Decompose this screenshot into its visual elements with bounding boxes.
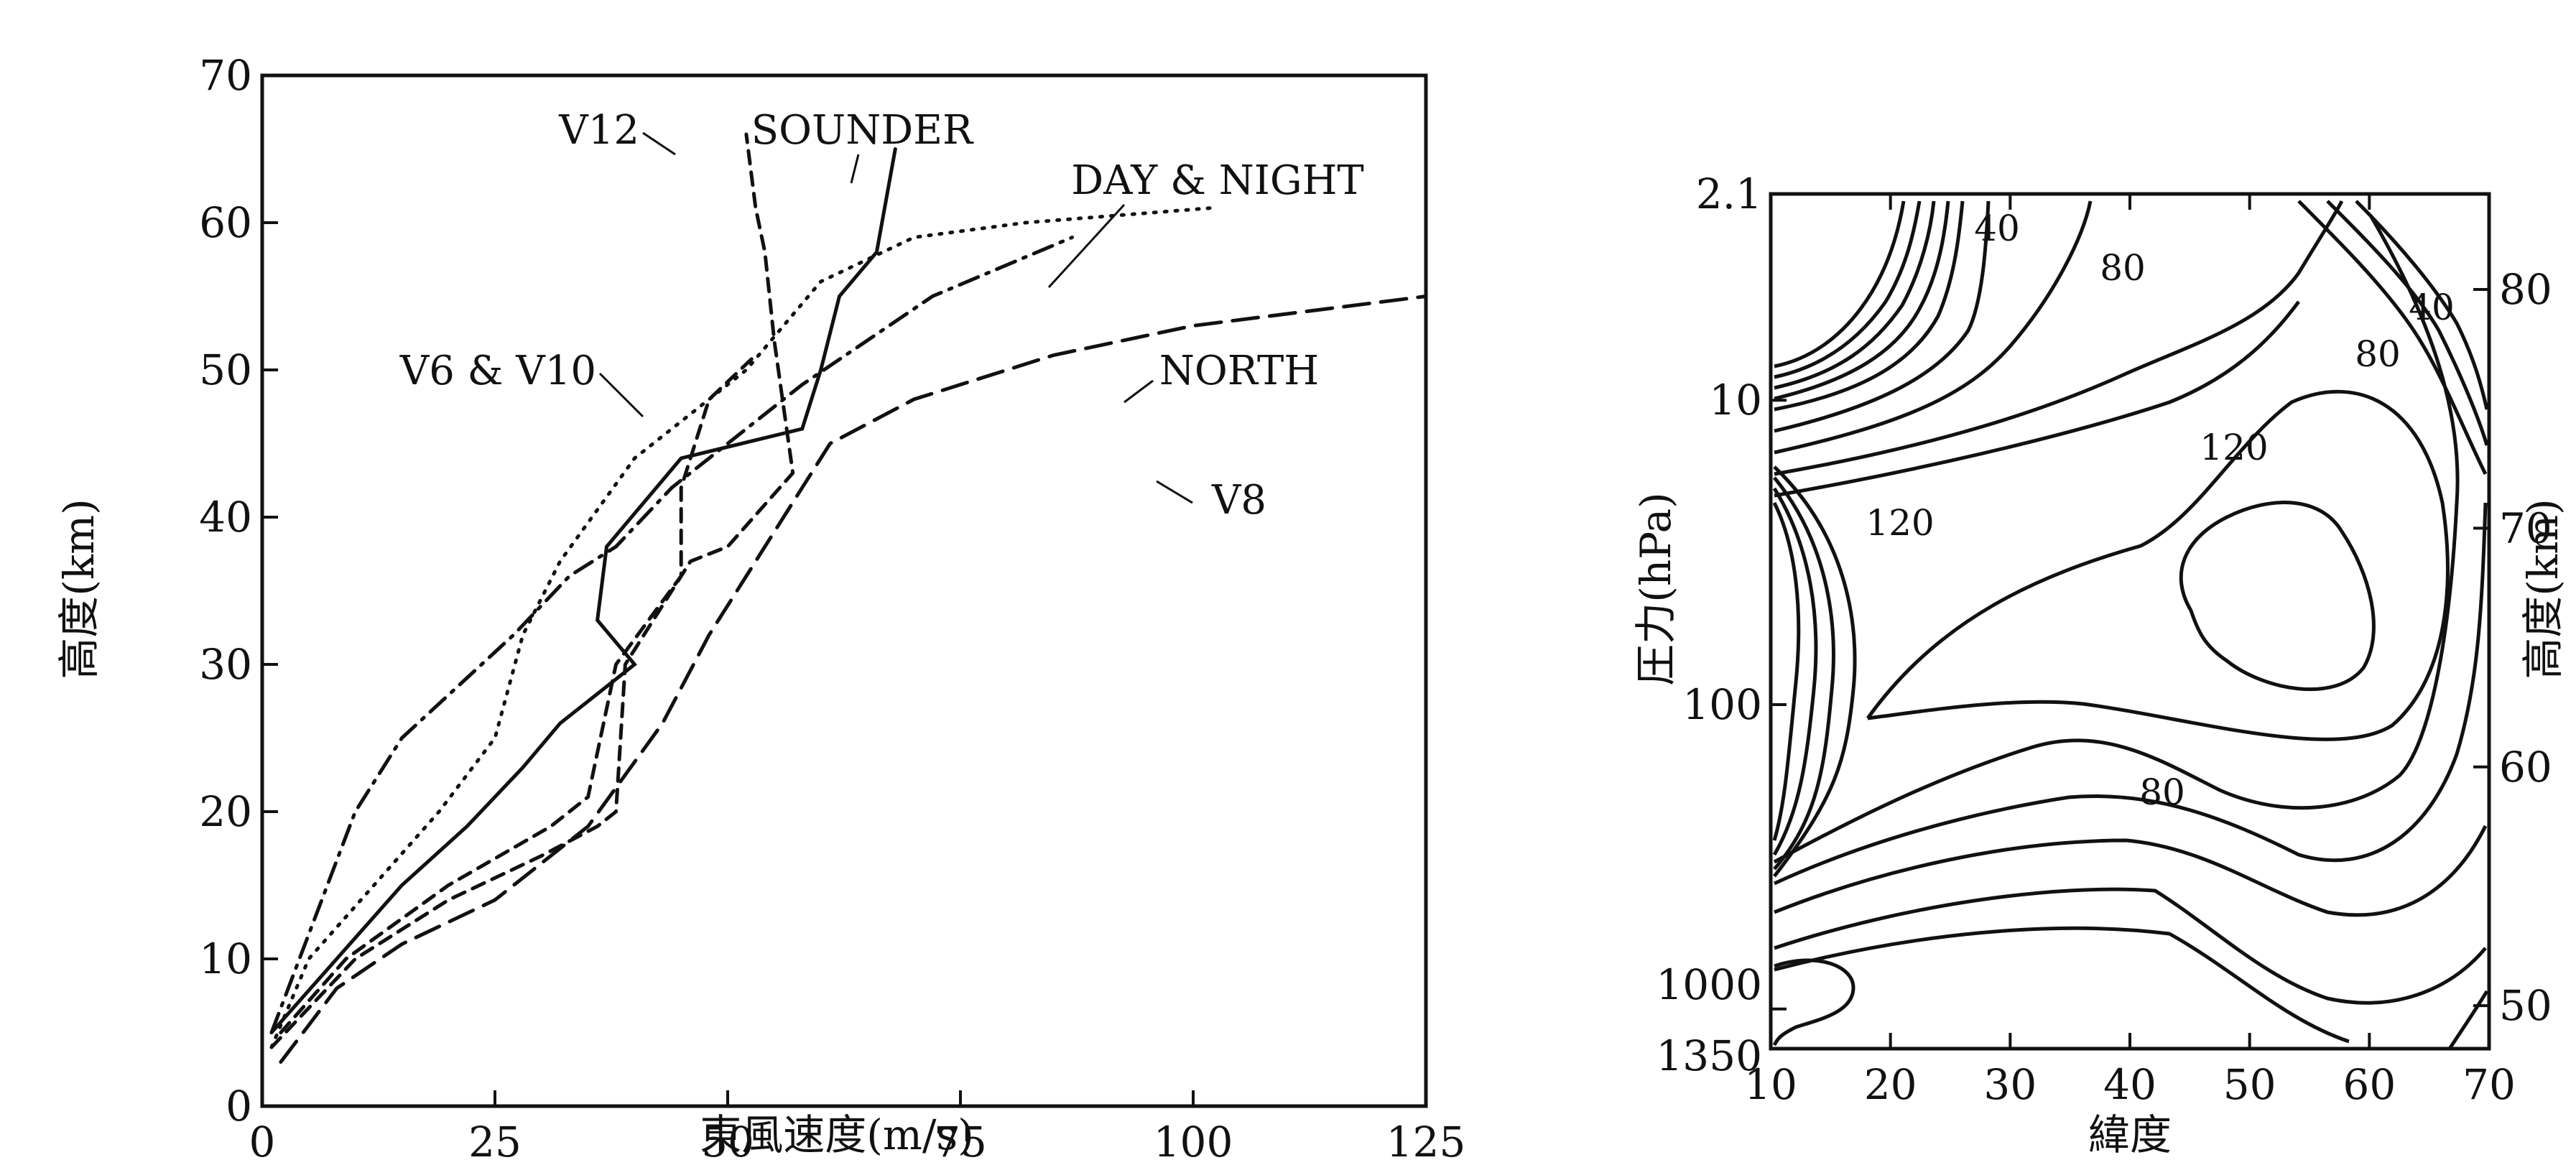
left-y-tick-label: 0: [226, 1082, 252, 1131]
contour-line: [1774, 200, 1950, 401]
left-y-tick-label: 60: [199, 198, 252, 247]
left-y-ticks: 0 10 20 30 40 50 60 70: [199, 51, 278, 1131]
right-x-axis-title: 緯度: [2088, 1110, 2172, 1159]
left-x-ticks: 0 25 50 75 100 125: [249, 1090, 1466, 1160]
left-x-tick-label: 75: [934, 1118, 987, 1160]
contour-line: [1774, 200, 1906, 368]
contour-line: [1774, 300, 2300, 498]
left-x-tick-label: 100: [1154, 1118, 1233, 1160]
left-x-tick-label: 25: [468, 1118, 522, 1160]
contour-left-3: [1773, 476, 1835, 871]
contour-label-80-top: 80: [2100, 247, 2146, 289]
contour-line: [1774, 200, 1991, 433]
contour-right-3: [2355, 200, 2489, 410]
right-y-ticks: 2.1 10 100 1000 1350: [1656, 170, 1787, 1080]
contour-label-120-left: 120: [1866, 502, 1934, 544]
leader-day-night: [1047, 203, 1126, 289]
contour-line: [1774, 200, 1922, 379]
contour-right-1: [2297, 200, 2488, 475]
contour-label-40-top: 40: [1974, 208, 2020, 249]
left-series-group: [269, 132, 1428, 1064]
right-y-tick-label: 1000: [1656, 960, 1762, 1009]
contour-lines-group: [1772, 200, 2489, 1050]
left-y-tick-label: 40: [199, 493, 252, 542]
contour-lower-2: [1774, 825, 2488, 917]
series-line-v12: [269, 132, 795, 1049]
left-x-tick-label: 50: [701, 1118, 754, 1160]
leader-north: [1123, 379, 1154, 404]
series-line-v6-v10: [279, 353, 758, 1034]
contour-bottom-left-loop: [1772, 958, 1855, 1047]
contour-label-80-right: 80: [2355, 333, 2401, 375]
right-x-tick-label: 40: [2103, 1060, 2156, 1109]
series-line-sounder: [269, 147, 897, 1034]
right-y2-ticks: 50 60 70 80: [2473, 265, 2552, 1030]
left-y-tick-label: 30: [199, 640, 252, 689]
right-x-tick-label: 60: [2343, 1060, 2396, 1109]
leader-sounder: [850, 154, 860, 184]
contour-label-120-center: 120: [2200, 427, 2268, 468]
right-y2-tick-label: 60: [2499, 743, 2552, 792]
left-y-tick-label: 70: [199, 51, 252, 100]
contour-lower-4: [1774, 926, 2350, 1044]
right-x-ticks: 10 20 30 40 50 60 70: [1744, 194, 2516, 1109]
left-y-tick-label: 50: [199, 345, 252, 394]
contour-line: [1774, 200, 2344, 476]
right-x-tick-label: 50: [2223, 1060, 2276, 1109]
contour-line: [1774, 200, 1965, 412]
right-x-tick-label: 10: [1744, 1060, 1797, 1109]
right-contour-plot: 10 20 30 40 50 60 70 2.1 10 100 1000 1350 50 60 70 80: [1631, 170, 2567, 1159]
contour-lower-3: [1774, 887, 2487, 1005]
left-x-tick-label: 0: [249, 1118, 276, 1160]
left-x-tick-label: 125: [1386, 1118, 1466, 1160]
right-y2-tick-label: 70: [2499, 504, 2552, 552]
right-y-tick-label: 10: [1709, 376, 1762, 424]
right-y-tick-label: 100: [1682, 680, 1762, 729]
contour-left-1: [1772, 501, 1801, 841]
right-y-tick-label: 2.1: [1696, 170, 1762, 218]
contour-line: [1774, 200, 1936, 390]
contour-left-2: [1772, 487, 1818, 856]
leader-v12: [642, 131, 676, 156]
contour-left-4: [1773, 465, 1857, 878]
label-v6-v10: V6 & V10: [399, 348, 596, 394]
contour-80-outer: [1773, 214, 2460, 864]
right-y2-tick-label: 50: [2499, 981, 2552, 1030]
left-x-axis-title: 東風速度(m/s): [700, 1110, 974, 1159]
right-y2-axis-title: 高度(km): [2519, 498, 2567, 679]
label-sounder: SOUNDER: [751, 107, 974, 154]
series-line-day-night: [269, 206, 1214, 1049]
leader-v6-v10: [598, 372, 644, 418]
right-x-tick-label: 20: [1864, 1060, 1917, 1109]
right-x-tick-label: 70: [2463, 1060, 2516, 1109]
right-y2-tick-label: 80: [2499, 265, 2552, 314]
contour-label-40-right: 40: [2409, 287, 2455, 328]
contour-line: [1774, 200, 2093, 455]
label-v8: V8: [1211, 477, 1266, 524]
left-y-axis-title: 高度(km): [55, 498, 103, 679]
leader-v8: [1156, 480, 1193, 504]
label-day-night: DAY & NIGHT: [1071, 157, 1364, 204]
left-y-tick-label: 10: [199, 934, 252, 983]
left-plot-frame: [260, 73, 1428, 1108]
right-x-tick-label: 30: [1983, 1060, 2037, 1109]
right-y-axis-title: 圧力(hPa): [1631, 492, 1680, 686]
series-line-v8: [279, 294, 1428, 1064]
contour-bottom-right: [2447, 990, 2489, 1050]
contour-120-outer: [1866, 389, 2450, 741]
contour-closed-120: [2179, 501, 2376, 692]
series-line-north: [269, 236, 1074, 1034]
label-v12: V12: [558, 107, 639, 154]
contour-label-80-bottom: 80: [2139, 771, 2185, 813]
label-north: NORTH: [1159, 348, 1319, 394]
right-y-tick-label: 1350: [1656, 1031, 1762, 1080]
contour-lower-1: [1773, 502, 2488, 886]
contour-right-2: [2326, 200, 2489, 446]
left-y-tick-label: 20: [199, 787, 252, 836]
